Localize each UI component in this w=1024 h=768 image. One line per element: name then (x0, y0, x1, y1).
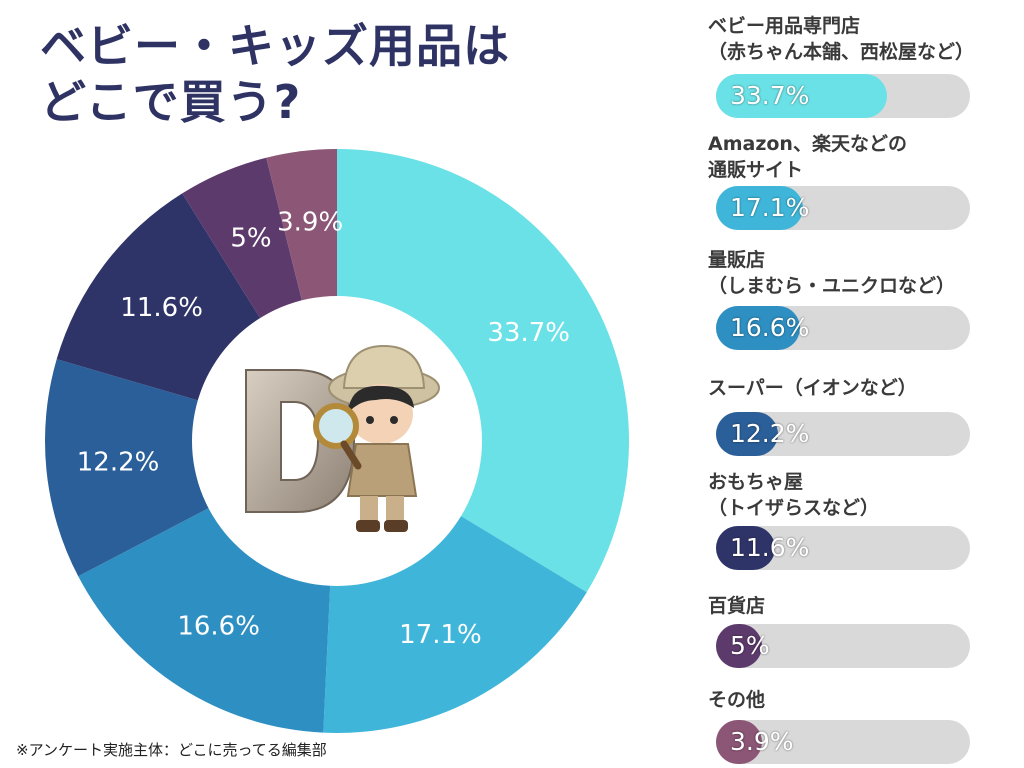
legend-label-line-2: 通販サイト (708, 159, 804, 181)
donut-slice-label-1: 17.1% (399, 620, 482, 650)
bar-value-label: 16.6% (730, 313, 810, 342)
bar-track: 11.6% (716, 526, 970, 570)
donut-slice-label-0: 33.7% (487, 318, 570, 348)
bar-track: 12.2% (716, 412, 970, 456)
bar-value-label: 33.7% (730, 81, 810, 110)
bar-track: 3.9% (716, 720, 970, 764)
legend-label-line-1: 量販店 (708, 249, 766, 271)
bar-value-label: 17.1% (730, 193, 810, 222)
explorer-character-icon (245, 344, 440, 532)
bar-track: 5% (716, 624, 970, 668)
bar-track: 33.7% (716, 74, 970, 118)
donut-slice-3 (45, 359, 337, 577)
bar-fill (716, 74, 888, 118)
survey-footnote: ※アンケート実施主体：どこに売ってる編集部 (16, 741, 327, 759)
page-title-line-2: どこで買う? (40, 75, 302, 129)
legend-label-line-2: （しまむら・ユニクロなど） (708, 275, 956, 297)
legend-label-line-1: その他 (708, 689, 766, 711)
legend-label-line-2: （赤ちゃん本舗、西松屋など） (708, 41, 975, 63)
legend-label-line-1: ベビー用品専門店 (708, 15, 861, 37)
bar-value-label: 11.6% (730, 533, 810, 562)
bar-fill (716, 306, 801, 350)
page-title: ベビー・キッズ用品は どこで買う? (40, 18, 640, 130)
bar-value-label: 3.9% (730, 727, 794, 756)
legend-label-line-1: 百貨店 (708, 595, 766, 617)
donut-slice-label-5: 5% (230, 224, 271, 254)
donut-slice-label-3: 12.2% (77, 448, 160, 478)
page-title-line-1: ベビー・キッズ用品は (40, 19, 510, 73)
legend-label-line-1: おもちゃ屋 (708, 471, 804, 493)
legend-label-line-1: スーパー（イオンなど） (708, 377, 917, 399)
bar-fill (716, 526, 775, 570)
donut-chart: 33.7% 17.1% 16.6% 12.2% 11.6% 5%3.9% (45, 149, 630, 733)
legend-label-line-1: Amazon、楽天などの (708, 133, 907, 155)
donut-slice-label-2: 16.6% (177, 611, 260, 641)
bar-value-label: 5% (730, 631, 770, 660)
bar-track: 17.1% (716, 186, 970, 230)
donut-slice-label-4: 11.6% (120, 293, 203, 323)
legend-label-line-2: （トイザらスなど） (708, 497, 880, 519)
bar-value-label: 12.2% (730, 419, 810, 448)
bar-fill (716, 412, 778, 456)
bar-fill (716, 624, 762, 668)
bar-fill (716, 720, 762, 764)
donut-slice-label-6: 3.9% (277, 208, 343, 238)
bar-fill (716, 186, 803, 230)
bar-track: 16.6% (716, 306, 970, 350)
